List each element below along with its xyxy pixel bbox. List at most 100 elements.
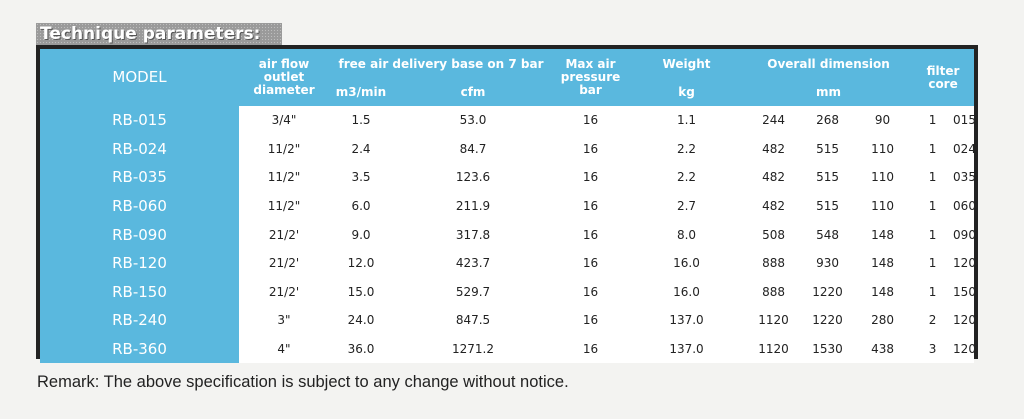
cfm-cell: 123.6 bbox=[393, 163, 554, 192]
filter-qty-cell: 1 bbox=[912, 191, 954, 221]
m3min-cell: 36.0 bbox=[329, 334, 393, 364]
filter-qty-cell: 1 bbox=[912, 134, 954, 164]
filter-qty-cell: 1 bbox=[912, 277, 954, 307]
dim-length-cell: 244 bbox=[745, 106, 803, 135]
cfm-cell: 423.7 bbox=[393, 248, 554, 278]
model-cell: RB-150 bbox=[40, 277, 239, 307]
cfm-cell: 211.9 bbox=[393, 191, 554, 221]
weight-cell: 2.2 bbox=[628, 163, 746, 192]
pressure-cell: 16 bbox=[553, 163, 629, 192]
pressure-cell: 16 bbox=[553, 191, 629, 221]
filter-qty-cell: 1 bbox=[912, 248, 954, 278]
filter-qty-cell: 1 bbox=[912, 220, 954, 249]
table-row: RB-240 3" 24.0 847.5 16 137.0 1120 1220 280 2 120 bbox=[40, 306, 976, 335]
dim-height-cell: 280 bbox=[853, 306, 913, 335]
outlet-cell: 4" bbox=[239, 334, 329, 364]
pressure-cell: 16 bbox=[553, 306, 629, 335]
header-weight: Weight bbox=[628, 49, 746, 79]
remark-text: Remark: The above specification is subje… bbox=[37, 373, 569, 391]
dim-height-cell: 90 bbox=[853, 106, 913, 135]
model-cell: RB-360 bbox=[40, 334, 239, 364]
outlet-cell: 21/2' bbox=[239, 220, 329, 249]
dim-width-cell: 515 bbox=[802, 191, 854, 221]
m3min-cell: 15.0 bbox=[329, 277, 393, 307]
dim-length-cell: 482 bbox=[745, 191, 803, 221]
dim-width-cell: 515 bbox=[802, 163, 854, 192]
m3min-cell: 12.0 bbox=[329, 248, 393, 278]
header-weight-unit: kg bbox=[628, 79, 746, 106]
header-dimension-unit: mm bbox=[745, 79, 913, 106]
cfm-cell: 53.0 bbox=[393, 106, 554, 135]
dim-length-cell: 1120 bbox=[745, 306, 803, 335]
dim-width-cell: 930 bbox=[802, 248, 854, 278]
dim-width-cell: 515 bbox=[802, 134, 854, 164]
dim-height-cell: 148 bbox=[853, 277, 913, 307]
dim-length-cell: 888 bbox=[745, 277, 803, 307]
model-cell: RB-060 bbox=[40, 191, 239, 221]
pressure-cell: 16 bbox=[553, 334, 629, 364]
model-cell: RB-120 bbox=[40, 248, 239, 278]
weight-cell: 137.0 bbox=[628, 306, 746, 335]
filter-code-cell: 090 bbox=[953, 220, 976, 249]
header-cfm: cfm bbox=[393, 79, 554, 106]
outlet-cell: 11/2" bbox=[239, 163, 329, 192]
dim-length-cell: 482 bbox=[745, 134, 803, 164]
spec-table: MODEL air flow outlet diameter free air … bbox=[40, 49, 976, 364]
dim-length-cell: 888 bbox=[745, 248, 803, 278]
table-row: RB-090 21/2' 9.0 317.8 16 8.0 508 548 148 1 090 bbox=[40, 220, 976, 249]
cfm-cell: 317.8 bbox=[393, 220, 554, 249]
pressure-cell: 16 bbox=[553, 220, 629, 249]
outlet-cell: 3/4" bbox=[239, 106, 329, 135]
model-cell: RB-240 bbox=[40, 306, 239, 335]
model-cell: RB-035 bbox=[40, 163, 239, 192]
dim-length-cell: 1120 bbox=[745, 334, 803, 364]
pressure-cell: 16 bbox=[553, 248, 629, 278]
weight-cell: 1.1 bbox=[628, 106, 746, 135]
table-row: RB-015 3/4" 1.5 53.0 16 1.1 244 268 90 1 015 bbox=[40, 106, 976, 135]
model-cell: RB-090 bbox=[40, 220, 239, 249]
filter-code-cell: 015 bbox=[953, 106, 976, 135]
table-row: RB-060 11/2" 6.0 211.9 16 2.7 482 515 110 1 060 bbox=[40, 191, 976, 221]
dim-length-cell: 508 bbox=[745, 220, 803, 249]
filter-code-cell: 035 bbox=[953, 163, 976, 192]
m3min-cell: 24.0 bbox=[329, 306, 393, 335]
filter-qty-cell: 1 bbox=[912, 163, 954, 192]
dim-height-cell: 148 bbox=[853, 220, 913, 249]
outlet-cell: 11/2" bbox=[239, 191, 329, 221]
filter-code-cell: 120 bbox=[953, 248, 976, 278]
spec-table-frame: MODEL air flow outlet diameter free air … bbox=[36, 45, 978, 364]
header-dimension: Overall dimension bbox=[745, 49, 913, 79]
cfm-cell: 847.5 bbox=[393, 306, 554, 335]
header-pressure: Max air pressure bar bbox=[553, 49, 629, 106]
outlet-cell: 21/2' bbox=[239, 248, 329, 278]
cfm-cell: 1271.2 bbox=[393, 334, 554, 364]
header-delivery: free air delivery base on 7 bar bbox=[329, 49, 554, 79]
table-row: RB-150 21/2' 15.0 529.7 16 16.0 888 1220 148 1 150 bbox=[40, 277, 976, 307]
weight-cell: 137.0 bbox=[628, 334, 746, 364]
weight-cell: 16.0 bbox=[628, 277, 746, 307]
filter-qty-cell: 2 bbox=[912, 306, 954, 335]
dim-height-cell: 110 bbox=[853, 191, 913, 221]
m3min-cell: 2.4 bbox=[329, 134, 393, 164]
table-row: RB-024 11/2" 2.4 84.7 16 2.2 482 515 110 1 024 bbox=[40, 134, 976, 164]
filter-code-cell: 024 bbox=[953, 134, 976, 164]
m3min-cell: 1.5 bbox=[329, 106, 393, 135]
filter-code-cell: 060 bbox=[953, 191, 976, 221]
table-row: RB-120 21/2' 12.0 423.7 16 16.0 888 930 148 1 120 bbox=[40, 248, 976, 278]
weight-cell: 16.0 bbox=[628, 248, 746, 278]
header-m3min: m3/min bbox=[329, 79, 393, 106]
pressure-cell: 16 bbox=[553, 106, 629, 135]
dim-height-cell: 148 bbox=[853, 248, 913, 278]
header-outlet: air flow outlet diameter bbox=[239, 49, 329, 106]
outlet-cell: 11/2" bbox=[239, 134, 329, 164]
pressure-cell: 16 bbox=[553, 277, 629, 307]
filter-code-cell: 150 bbox=[953, 277, 976, 307]
weight-cell: 8.0 bbox=[628, 220, 746, 249]
outlet-cell: 21/2' bbox=[239, 277, 329, 307]
dim-width-cell: 1220 bbox=[802, 306, 854, 335]
dim-height-cell: 110 bbox=[853, 134, 913, 164]
outlet-cell: 3" bbox=[239, 306, 329, 335]
table-row: RB-360 4" 36.0 1271.2 16 137.0 1120 1530 438 3 120 bbox=[40, 334, 976, 364]
dim-height-cell: 438 bbox=[853, 334, 913, 364]
header-filter: filter core bbox=[912, 49, 975, 106]
